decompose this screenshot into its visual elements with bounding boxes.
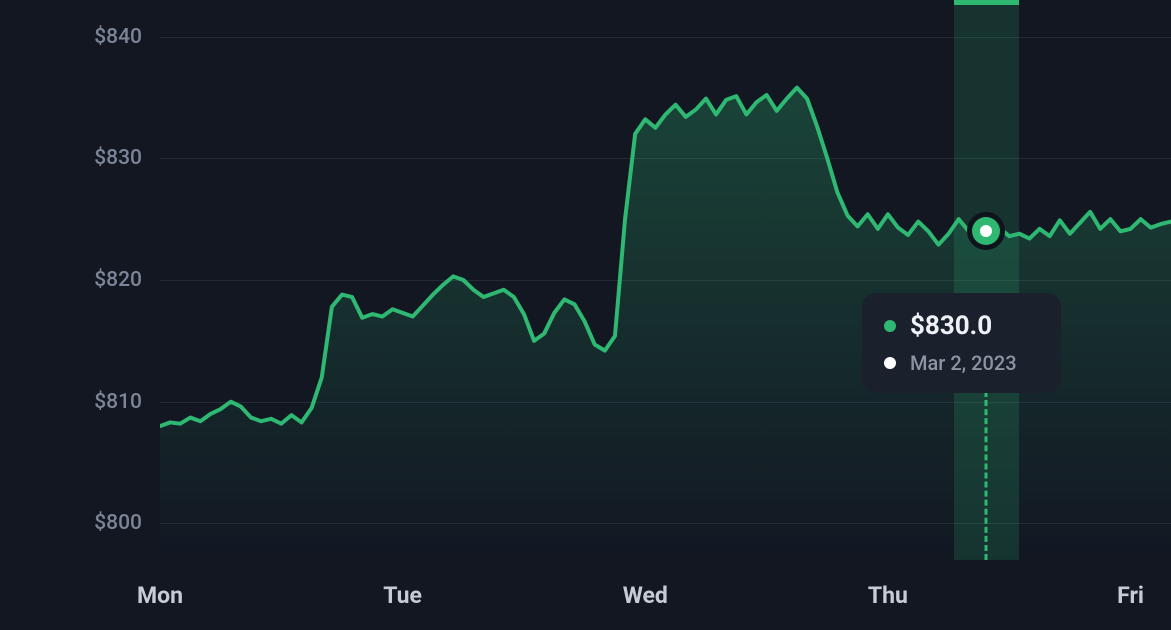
x-tick-label: Tue [383, 582, 422, 609]
marker-dot-icon [980, 225, 992, 237]
y-tick-label: $810 [94, 390, 142, 414]
marker-guide-line [984, 391, 987, 560]
plot-area[interactable] [160, 0, 1171, 560]
x-tick-label: Wed [623, 582, 668, 609]
y-tick-label: $830 [94, 146, 142, 170]
tooltip-date-bullet-icon [884, 357, 896, 369]
highlight-topbar [954, 0, 1020, 5]
x-tick-label: Fri [1117, 582, 1144, 609]
tooltip-value: $830.0 [910, 311, 992, 341]
y-axis: $800 $810 $820 $830 $840 [0, 0, 160, 630]
tooltip-date-row: Mar 2, 2023 [884, 351, 1017, 375]
x-tick-label: Mon [137, 582, 183, 609]
hover-tooltip: $830.0 Mar 2, 2023 [862, 293, 1061, 393]
chart-svg [160, 0, 1171, 560]
y-tick-label: $820 [94, 268, 142, 292]
y-tick-label: $800 [94, 511, 142, 535]
y-tick-label: $840 [94, 25, 142, 49]
tooltip-value-row: $830.0 [884, 311, 1017, 341]
x-tick-label: Thu [868, 582, 908, 609]
tooltip-value-bullet-icon [884, 320, 896, 332]
tooltip-date: Mar 2, 2023 [910, 351, 1017, 375]
x-axis: Mon Tue Wed Thu Fri [0, 560, 1171, 630]
